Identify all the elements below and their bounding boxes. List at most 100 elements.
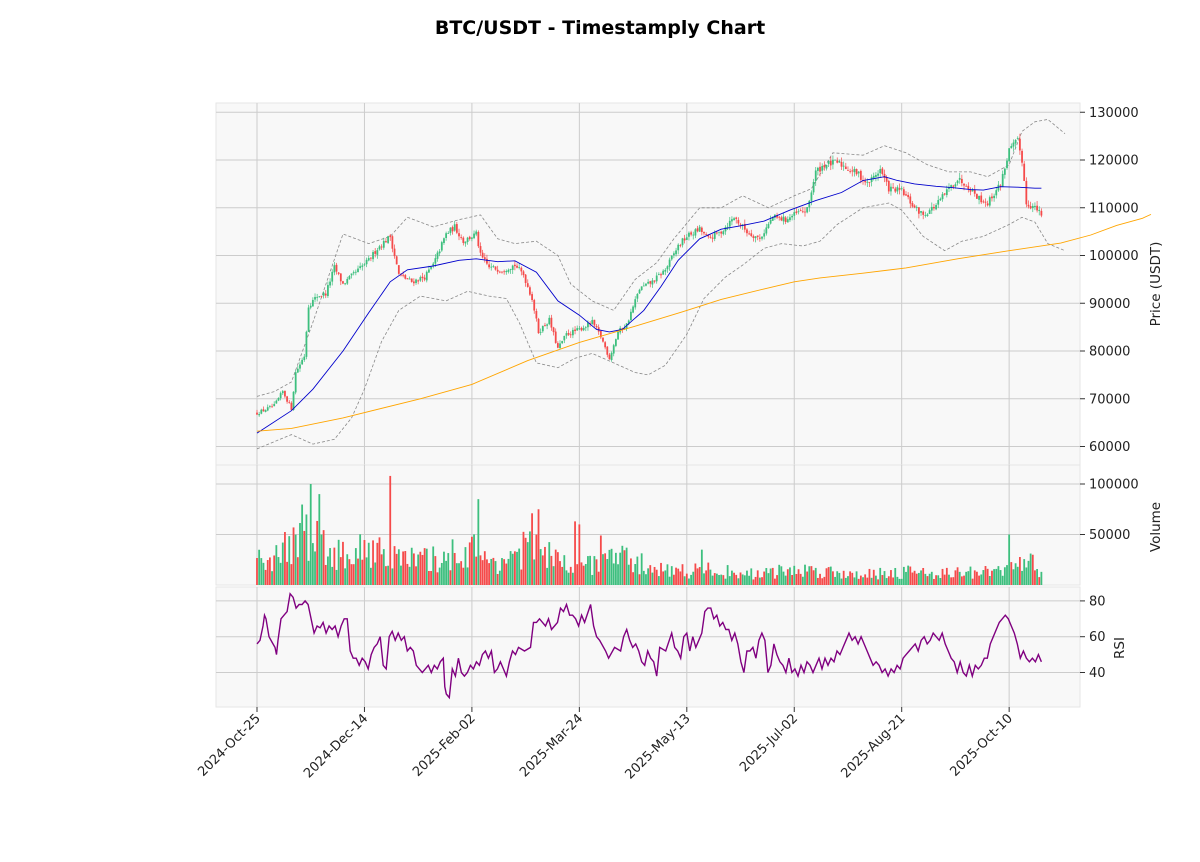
volume-bar	[804, 564, 806, 585]
candle-body	[608, 354, 611, 360]
volume-bar	[722, 575, 725, 585]
candle-body	[976, 194, 978, 199]
volume-bar	[339, 557, 342, 585]
volume-bar	[299, 523, 301, 585]
candle-body	[993, 195, 996, 199]
candle-body	[262, 409, 265, 412]
volume-bar	[819, 573, 821, 585]
volume-bar	[840, 578, 843, 585]
candle-body	[382, 240, 385, 248]
candle-body	[1036, 205, 1038, 211]
volume-bar	[614, 552, 617, 585]
volume-bar	[337, 539, 340, 585]
volume-bar	[397, 549, 400, 585]
volume-bar	[352, 564, 355, 585]
candle-body	[393, 248, 396, 257]
candle-body	[896, 187, 899, 192]
candle-body	[342, 281, 344, 284]
candle-body	[1014, 139, 1017, 144]
volume-bar	[342, 541, 344, 585]
volume-bar	[988, 575, 991, 585]
volume-bar	[473, 534, 475, 585]
volume-bar	[653, 566, 656, 585]
volume-bar	[417, 554, 420, 585]
volume-bar	[296, 557, 299, 585]
candle-body	[1040, 210, 1043, 216]
candle-body	[438, 251, 441, 254]
volume-bar	[548, 542, 551, 585]
volume-bar	[1025, 567, 1028, 585]
volume-bar	[619, 552, 622, 585]
volume-bar	[907, 565, 910, 585]
volume-bar	[445, 560, 448, 585]
volume-bar	[853, 577, 856, 585]
candle-body	[501, 271, 503, 273]
candle-body	[769, 219, 772, 224]
candle-body	[922, 211, 925, 215]
candle-body	[866, 181, 869, 183]
candle-body	[445, 233, 448, 238]
volume-bar	[327, 556, 329, 585]
volume-bar	[696, 568, 699, 585]
volume-bar	[935, 575, 937, 585]
volume-bar	[630, 558, 632, 585]
candle-body	[954, 184, 957, 187]
volume-bar	[707, 562, 710, 585]
volume-bar	[292, 527, 295, 585]
volume-bar	[361, 559, 364, 585]
candle-body	[505, 271, 508, 273]
volume-bar	[365, 557, 368, 585]
candle-body	[346, 278, 349, 284]
volume-bar	[1010, 562, 1013, 585]
candle-body	[1016, 138, 1019, 140]
candle-body	[376, 250, 379, 255]
volume-bar	[258, 549, 261, 585]
candle-body	[324, 293, 327, 296]
candle-body	[935, 205, 937, 210]
candle-body	[348, 276, 351, 280]
candle-body	[488, 264, 490, 268]
volume-bar	[610, 548, 613, 585]
candle-body	[683, 238, 686, 241]
candle-body	[1008, 148, 1011, 162]
volume-bar	[675, 567, 677, 585]
candle-body	[948, 187, 950, 189]
candle-body	[776, 215, 778, 218]
volume-bar	[761, 577, 763, 585]
volume-bar	[389, 475, 392, 585]
volume-bar	[945, 567, 948, 585]
candle-body	[563, 335, 566, 341]
volume-bar	[694, 563, 697, 585]
candle-body	[552, 327, 555, 333]
candle-body	[440, 242, 443, 251]
candle-body	[617, 331, 619, 340]
volume-bar	[509, 551, 512, 585]
candle-body	[733, 218, 735, 221]
candle-body	[1010, 146, 1013, 149]
candle-body	[735, 217, 738, 220]
volume-bar	[685, 573, 688, 585]
volume-bar	[1038, 577, 1041, 585]
moving-average-orange-line	[256, 213, 1152, 432]
candle-body	[853, 168, 856, 173]
candle-body	[578, 328, 581, 330]
candle-body	[668, 259, 671, 267]
volume-bar	[754, 576, 757, 585]
volume-bar	[462, 567, 465, 585]
candle-body	[466, 237, 469, 242]
volume-bar	[529, 531, 531, 585]
candle-body	[700, 227, 703, 232]
volume-bar	[887, 576, 890, 585]
candle-body	[256, 412, 258, 415]
volume-bar	[273, 555, 276, 585]
x-tick-label: 2024-Dec-14	[301, 711, 371, 781]
moving-average-blue-line	[256, 176, 1042, 434]
candle-body	[902, 189, 905, 196]
candle-body	[533, 299, 536, 311]
volume-bar	[743, 575, 746, 585]
candle-body	[303, 356, 306, 361]
price-panel: 60000 70000 80000 90000 100000 110000 120000 13…	[215, 102, 1164, 466]
rsi-panel: 40 60 80 RSI	[215, 586, 1128, 708]
candle-body	[750, 233, 753, 236]
candle-body	[1034, 205, 1036, 207]
